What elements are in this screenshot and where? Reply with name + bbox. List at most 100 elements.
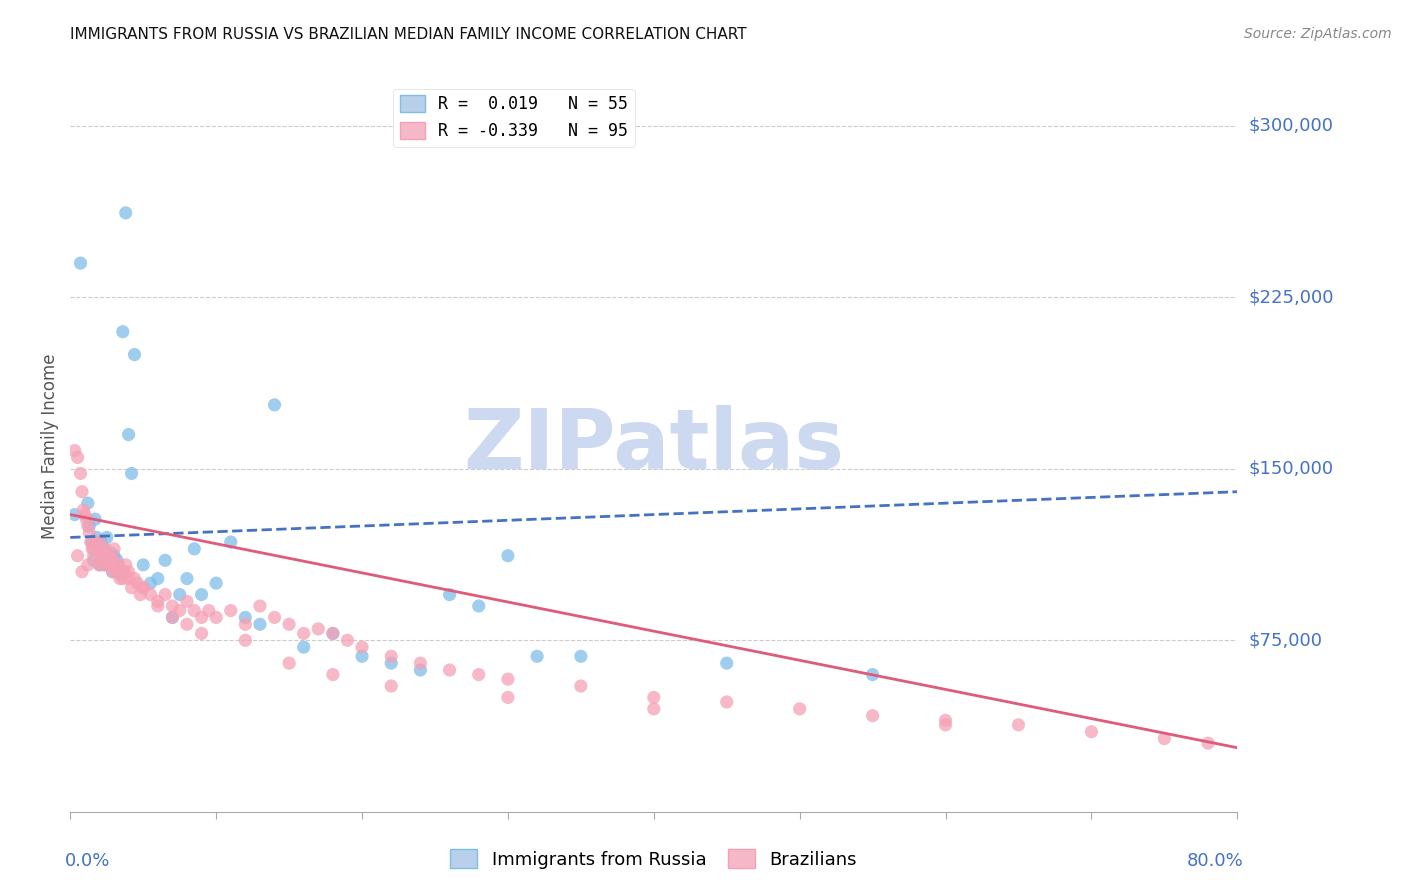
Point [118,565,141,579]
Point [89,535,111,549]
Point [380,656,402,670]
Point [409,663,432,677]
Point [292,626,315,640]
Point [190,610,212,624]
Point [132,581,155,595]
Text: 0.0%: 0.0% [65,852,110,870]
Point [409,656,432,670]
Point [114,206,136,220]
Point [132,581,155,595]
Point [98,558,121,572]
Text: ZIPatlas: ZIPatlas [464,406,844,486]
Point [121,581,143,595]
Point [111,572,134,586]
Text: $75,000: $75,000 [1249,632,1323,649]
Point [82,541,104,556]
Text: $225,000: $225,000 [1249,288,1334,307]
Point [107,562,129,576]
Point [84,535,107,549]
Point [496,690,519,705]
Point [496,672,519,686]
Point [63,443,86,458]
Point [111,325,134,339]
Point [66,549,89,563]
Point [336,633,359,648]
Point [94,541,117,556]
Point [96,549,118,563]
Point [89,558,111,572]
Point [76,558,98,572]
Point [789,702,811,716]
Point [132,558,155,572]
Point [219,603,242,617]
Point [72,503,94,517]
Point [139,576,162,591]
Point [127,576,149,591]
Point [118,572,141,586]
Legend: Immigrants from Russia, Brazilians: Immigrants from Russia, Brazilians [443,842,865,876]
Point [183,541,205,556]
Point [101,565,124,579]
Point [91,549,114,563]
Point [121,467,143,481]
Point [183,603,205,617]
Point [100,558,122,572]
Point [70,565,93,579]
Point [87,553,110,567]
Point [169,603,191,617]
Point [162,599,184,613]
Point [100,546,122,560]
Y-axis label: Median Family Income: Median Family Income [41,353,59,539]
Point [569,649,592,664]
Point [716,656,738,670]
Point [75,512,97,526]
Point [176,572,198,586]
Point [66,450,89,465]
Point [73,508,96,522]
Point [219,535,242,549]
Point [97,558,120,572]
Point [96,549,118,563]
Text: Source: ZipAtlas.com: Source: ZipAtlas.com [1244,27,1392,41]
Point [380,679,402,693]
Point [322,626,344,640]
Point [1153,731,1175,746]
Point [110,565,132,579]
Point [862,708,884,723]
Point [83,549,105,563]
Point [93,558,115,572]
Point [233,617,256,632]
Point [569,679,592,693]
Point [934,718,956,732]
Point [205,576,228,591]
Point [716,695,738,709]
Point [83,541,105,556]
Point [526,649,548,664]
Point [96,530,118,544]
Point [83,553,105,567]
Point [80,535,103,549]
Point [169,588,191,602]
Point [176,617,198,632]
Point [124,572,146,586]
Point [439,663,461,677]
Point [146,594,169,608]
Point [292,640,315,655]
Point [934,714,956,728]
Point [153,588,176,602]
Point [103,549,125,563]
Point [139,588,162,602]
Point [162,610,184,624]
Point [86,541,108,556]
Point [146,599,169,613]
Point [249,599,271,613]
Point [82,535,104,549]
Text: $300,000: $300,000 [1249,117,1334,135]
Point [84,512,107,526]
Point [114,558,136,572]
Point [70,484,93,499]
Point [496,549,519,563]
Point [105,565,128,579]
Point [103,541,125,556]
Point [97,549,120,563]
